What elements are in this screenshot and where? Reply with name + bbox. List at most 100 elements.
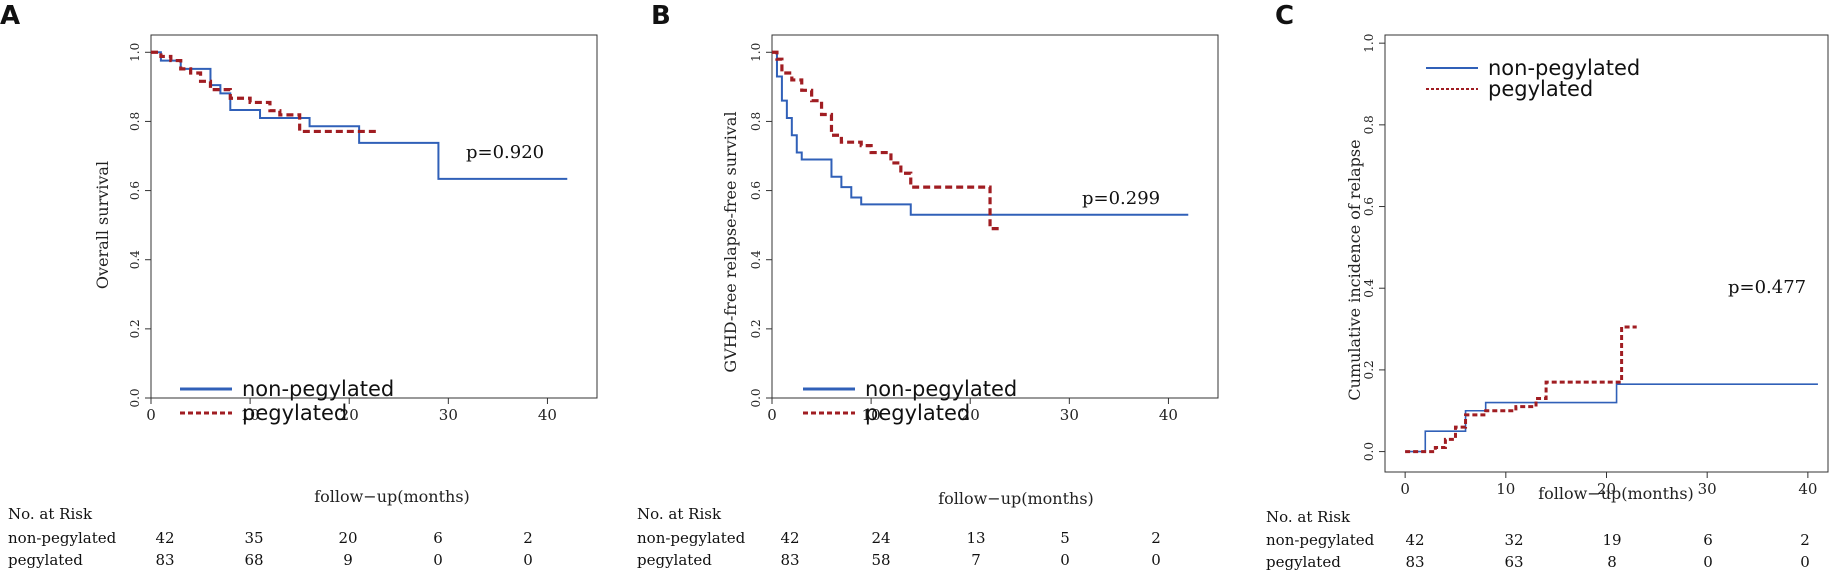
- risk-table: No. at Risk non-pegylated pegylated 42 3…: [1266, 508, 1810, 570]
- y-tick-label: 0.2: [749, 319, 763, 338]
- ticks-layer: 0 10 20 30 40 0.0 0.2 0.4 0.6 0.8 1.0: [749, 43, 1178, 424]
- x-tick-label: 0: [146, 406, 156, 424]
- y-tick-label: 0.8: [128, 112, 142, 131]
- risk-value: 35: [244, 529, 263, 547]
- risk-value: 0: [523, 551, 533, 569]
- y-tick-label: 0.4: [128, 250, 142, 269]
- risk-row-label: pegylated: [1266, 553, 1341, 570]
- p-value: p=0.920: [466, 142, 544, 163]
- risk-row-label: non-pegylated: [1266, 531, 1375, 549]
- x-tick-label: 30: [1698, 480, 1717, 498]
- legend-label-pegylated: pegylated: [1488, 77, 1593, 101]
- risk-row-label: pegylated: [8, 551, 83, 569]
- risk-value: 63: [1504, 553, 1523, 570]
- risk-row-label: pegylated: [637, 551, 712, 569]
- legend-label-non-pegylated: non-pegylated: [242, 377, 394, 401]
- risk-value: 0: [1703, 553, 1713, 570]
- risk-table: No. at Risk non-pegylated pegylated 42 2…: [637, 505, 1161, 569]
- risk-row-label: non-pegylated: [637, 529, 746, 547]
- series-line-pegylated: [772, 50, 1000, 231]
- y-tick-label: 1.0: [1362, 34, 1376, 53]
- risk-value: 20: [338, 529, 357, 547]
- y-tick-label: 1.0: [749, 43, 763, 62]
- risk-value: 42: [1405, 531, 1424, 549]
- panel-b: B 0 10 20 30 400.00.20.40.60.81.0 follow−up(…: [637, 1, 1219, 569]
- y-tick-label: 0.8: [749, 112, 763, 131]
- x-tick-label: 20: [340, 406, 359, 424]
- x-tick-label: 30: [1060, 406, 1079, 424]
- risk-value: 0: [433, 551, 443, 569]
- risk-value: 5: [1060, 529, 1070, 547]
- legend-label-non-pegylated: non-pegylated: [1488, 56, 1640, 80]
- risk-table-title: No. at Risk: [637, 505, 722, 523]
- risk-value: 19: [1602, 531, 1621, 549]
- x-tick-label: 10: [1496, 480, 1515, 498]
- panel-c: C 0 10 20 30 400.00.20.40.60.81.0 follow−up(…: [1266, 1, 1829, 570]
- y-axis-label: Cumulative incidence of relapse: [1345, 139, 1364, 400]
- y-tick-label: 1.0: [128, 43, 142, 62]
- y-tick-label: 0.4: [1362, 278, 1376, 297]
- p-value: p=0.299: [1082, 188, 1160, 209]
- y-tick-label: 0.0: [128, 388, 142, 407]
- risk-value: 9: [343, 551, 353, 569]
- risk-value: 7: [971, 551, 981, 569]
- risk-value: 0: [1151, 551, 1161, 569]
- risk-value: 2: [1800, 531, 1810, 549]
- legend-label-non-pegylated: non-pegylated: [865, 377, 1017, 401]
- risk-value: 8: [1607, 553, 1617, 570]
- risk-value: 32: [1504, 531, 1523, 549]
- y-tick-label: 0.2: [1362, 360, 1376, 379]
- y-tick-label: 0.0: [749, 388, 763, 407]
- panel-a: A 0 10 20 30 400.00.20.40.60.81.0 follow−up(…: [0, 1, 598, 569]
- y-tick-label: 0.8: [1362, 115, 1376, 134]
- x-tick-label: 0: [1400, 480, 1410, 498]
- series-layer: [151, 50, 568, 180]
- legend-label-pegylated: pegylated: [865, 401, 970, 425]
- y-tick-label: 0.2: [128, 319, 142, 338]
- x-axis-label: follow−up(months): [314, 487, 470, 506]
- risk-value: 83: [780, 551, 799, 569]
- legend-label-pegylated: pegylated: [242, 401, 347, 425]
- risk-value: 13: [966, 529, 985, 547]
- plot-frame: [150, 34, 598, 399]
- legend: non-pegylated pegylated: [1426, 56, 1640, 101]
- risk-value: 2: [1151, 529, 1161, 547]
- x-tick-label: 10: [862, 406, 881, 424]
- risk-table: No. at Risk non-pegylated pegylated 42 3…: [8, 505, 533, 569]
- risk-value: 6: [433, 529, 443, 547]
- ticks-layer: 0 10 20 30 40 0.0 0.2 0.4 0.6 0.8 1.0: [128, 43, 557, 424]
- x-tick-label: 40: [1798, 480, 1817, 498]
- risk-value: 83: [155, 551, 174, 569]
- plot-frame: [771, 34, 1219, 399]
- x-tick-label: 10: [241, 406, 260, 424]
- x-tick-label: 20: [1597, 480, 1616, 498]
- legend: non-pegylated pegylated: [180, 377, 394, 425]
- risk-table-title: No. at Risk: [1266, 508, 1351, 526]
- risk-value: 42: [780, 529, 799, 547]
- series-line-pegylated: [151, 50, 379, 134]
- panel-letter: B: [651, 1, 671, 31]
- x-tick-label: 40: [1159, 406, 1178, 424]
- risk-value: 42: [155, 529, 174, 547]
- series-line-non-pegylated: [1405, 383, 1818, 453]
- y-tick-label: 0.4: [749, 250, 763, 269]
- ticks-layer: 0 10 20 30 40 0.0 0.2 0.4 0.6 0.8 1.0: [1362, 34, 1817, 498]
- series-line-pegylated: [1405, 325, 1637, 454]
- p-value: p=0.477: [1728, 277, 1806, 298]
- x-tick-label: 30: [439, 406, 458, 424]
- plot-frame: [1384, 34, 1829, 473]
- risk-value: 24: [871, 529, 890, 547]
- y-axis-label: GVHD-free relapse-free survival: [721, 111, 740, 372]
- panel-letter: C: [1275, 1, 1294, 31]
- risk-value: 0: [1060, 551, 1070, 569]
- legend: non-pegylated pegylated: [803, 377, 1017, 425]
- y-tick-label: 0.6: [749, 181, 763, 200]
- series-layer: [772, 50, 1189, 231]
- x-tick-label: 20: [961, 406, 980, 424]
- risk-value: 6: [1703, 531, 1713, 549]
- panel-letter: A: [0, 1, 20, 31]
- risk-value: 68: [244, 551, 263, 569]
- risk-table-title: No. at Risk: [8, 505, 93, 523]
- risk-value: 2: [523, 529, 533, 547]
